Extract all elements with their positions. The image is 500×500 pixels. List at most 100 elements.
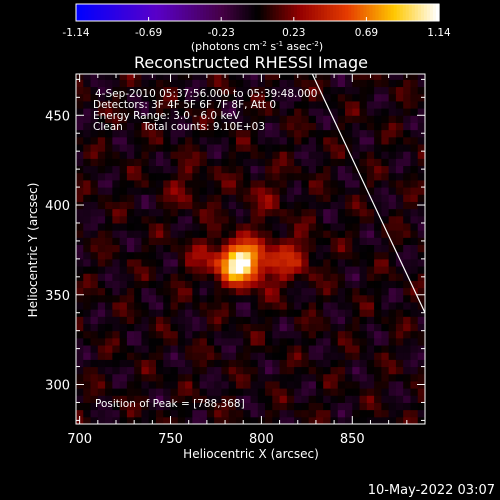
heatmap-cell: [250, 366, 259, 375]
heatmap-cell: [330, 409, 339, 418]
heatmap-cell: [235, 144, 244, 152]
colorbar-cell: [333, 4, 337, 21]
heatmap-cell: [337, 380, 346, 389]
heatmap-cell: [206, 179, 215, 188]
heatmap-cell: [192, 337, 201, 346]
heatmap-cell: [112, 373, 121, 382]
heatmap-cell: [206, 258, 215, 267]
heatmap-cell: [199, 330, 208, 339]
heatmap-cell: [112, 251, 121, 260]
heatmap-cell: [301, 409, 310, 418]
heatmap-cell: [250, 100, 259, 109]
heatmap-cell: [308, 172, 317, 181]
heatmap-cell: [345, 301, 353, 310]
heatmap-cell: [105, 337, 113, 346]
heatmap-cell: [119, 409, 128, 418]
heatmap-cell: [366, 144, 375, 152]
heatmap-cell: [126, 266, 135, 274]
heatmap-cell: [119, 172, 128, 181]
heatmap-cell: [410, 258, 419, 267]
heatmap-cell: [308, 373, 317, 382]
colorbar-cell: [290, 4, 295, 21]
heatmap-cell: [395, 122, 404, 131]
heatmap-cell: [105, 108, 113, 116]
heatmap-cell: [381, 309, 390, 317]
heatmap-cell: [417, 115, 426, 123]
heatmap-cell: [403, 366, 411, 375]
heatmap-cell: [337, 323, 346, 332]
heatmap-cell: [337, 251, 346, 260]
heatmap-cell: [410, 273, 419, 281]
heatmap-cell: [337, 194, 346, 202]
heatmap-cell: [134, 309, 142, 317]
heatmap-cell: [243, 352, 251, 360]
heatmap-cell: [119, 373, 128, 382]
heatmap-cell: [119, 287, 128, 296]
heatmap-cell: [199, 345, 208, 353]
heatmap-cell: [250, 151, 259, 159]
heatmap-cell: [112, 316, 121, 324]
heatmap-cell: [294, 266, 302, 274]
heatmap-cell: [163, 165, 172, 174]
heatmap-cell: [323, 287, 331, 296]
heatmap-cell: [243, 237, 251, 246]
heatmap-cell: [388, 201, 397, 210]
heatmap-cell: [112, 244, 121, 253]
heatmap-cell: [76, 395, 84, 403]
heatmap-cell: [265, 380, 273, 389]
heatmap-cell: [301, 136, 310, 145]
colorbar-cell: [302, 4, 307, 21]
colorbar-cell: [76, 4, 80, 21]
heatmap-cell: [374, 266, 382, 274]
heatmap-cell: [192, 201, 201, 210]
heatmap-cell: [155, 301, 164, 310]
heatmap-cell: [301, 79, 310, 88]
heatmap-cell: [170, 230, 179, 238]
heatmap-cell: [308, 165, 317, 174]
heatmap-cell: [374, 122, 382, 131]
heatmap-cell: [177, 409, 186, 418]
heatmap-cell: [359, 86, 368, 95]
heatmap-cell: [97, 395, 106, 403]
colorbar-cell: [130, 4, 135, 21]
heatmap-cell: [235, 352, 244, 360]
heatmap-cell: [155, 352, 164, 360]
heatmap-cell: [228, 74, 237, 80]
heatmap-cell: [381, 287, 390, 296]
heatmap-cell: [257, 359, 266, 368]
heatmap-cell: [265, 352, 273, 360]
heatmap-cell: [243, 208, 251, 217]
heatmap-cell: [112, 215, 121, 224]
heatmap-cell: [185, 251, 193, 260]
heatmap-cell: [199, 323, 208, 332]
heatmap-cell: [141, 373, 150, 382]
heatmap-cell: [330, 136, 339, 145]
heatmap-cell: [272, 345, 281, 353]
heatmap-cell: [308, 416, 317, 425]
heatmap-cell: [294, 258, 302, 267]
heatmap-cell: [163, 380, 172, 389]
colorbar-tick-label: -1.14: [62, 27, 89, 39]
heatmap-cell: [250, 273, 259, 281]
colorbar-cell: [127, 4, 132, 21]
heatmap-cell: [155, 294, 164, 303]
heatmap-cell: [374, 215, 382, 224]
colorbar-cell: [348, 4, 352, 21]
heatmap-cell: [265, 122, 273, 131]
heatmap-cell: [257, 380, 266, 389]
heatmap-cell: [272, 380, 281, 389]
heatmap-cell: [345, 273, 353, 281]
heatmap-cell: [286, 151, 295, 159]
heatmap-cell: [374, 172, 382, 181]
heatmap-cell: [315, 187, 324, 195]
heatmap-cell: [250, 208, 259, 217]
heatmap-cell: [265, 151, 273, 159]
heatmap-cell: [119, 165, 128, 174]
heatmap-cell: [315, 352, 324, 360]
heatmap-cell: [286, 144, 295, 152]
heatmap-cell: [330, 93, 339, 102]
heatmap-cell: [141, 222, 150, 231]
heatmap-cell: [286, 416, 295, 425]
heatmap-cell: [345, 244, 353, 253]
heatmap-cell: [286, 273, 295, 281]
